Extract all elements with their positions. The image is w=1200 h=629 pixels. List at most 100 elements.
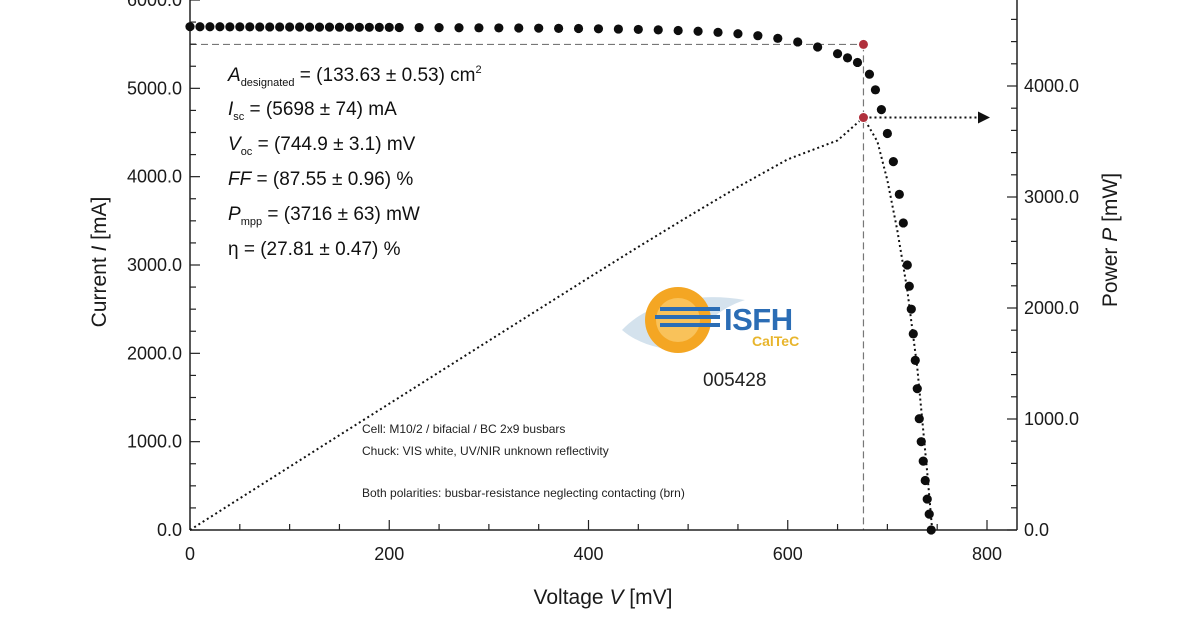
iv-point — [255, 22, 265, 32]
iv-point — [902, 260, 912, 270]
param-area-sub: designated — [240, 77, 295, 89]
iv-point — [384, 22, 394, 32]
note-polarities: Both polarities: busbar-resistance negle… — [362, 486, 685, 500]
param-area-sup: 2 — [475, 64, 482, 76]
iv-point — [882, 128, 892, 139]
iv-point — [870, 85, 881, 95]
iv-point — [265, 22, 275, 32]
param-isc-symbol: I — [228, 99, 234, 120]
iv-point — [245, 22, 255, 32]
param-area-value: = (133.63 ± 0.53) cm — [294, 65, 476, 86]
iv-point — [304, 22, 315, 32]
y-tick-label: 5000.0 — [127, 78, 182, 98]
iv-point — [474, 23, 484, 33]
param-ff: FF = (87.55 ± 0.96) % — [228, 169, 413, 191]
y-tick-label: 2000.0 — [127, 343, 182, 363]
y2-tick-label: 0.0 — [1024, 520, 1049, 540]
iv-point — [434, 23, 444, 33]
x-axis-label-prefix: Voltage — [534, 586, 610, 609]
param-voc-sub: oc — [240, 146, 253, 158]
iv-point — [876, 105, 886, 115]
iv-point — [275, 22, 285, 32]
x-tick-label: 800 — [972, 544, 1002, 564]
iv-point — [185, 22, 195, 32]
param-voc-value: = (744.9 ± 3.1) mV — [252, 134, 416, 155]
note-chuck: Chuck: VIS white, UV/NIR unknown reflect… — [362, 444, 609, 458]
iv-point — [344, 22, 354, 32]
iv-point — [916, 437, 926, 447]
iv-point — [894, 189, 904, 199]
y2-axis-label: Power P [mW] — [1099, 173, 1122, 307]
iv-point — [334, 22, 345, 32]
y-axis-label-var: I — [88, 246, 111, 252]
power-curve — [189, 115, 934, 531]
iv-point — [554, 23, 564, 33]
iv-point — [898, 218, 908, 228]
y-tick-label: 1000.0 — [127, 432, 182, 452]
iv-point — [813, 42, 823, 52]
logo-stripe-1 — [660, 307, 720, 311]
param-area: Adesignated = (133.63 ± 0.53) cm2 — [228, 64, 482, 89]
iv-point — [454, 23, 464, 33]
param-ff-value: = (87.55 ± 0.96) % — [251, 169, 414, 190]
x-tick-label: 0 — [185, 544, 195, 564]
iv-point — [285, 22, 295, 32]
x-axis-label: Voltage V [mV] — [534, 586, 673, 609]
axis-labels: Voltage V [mV] Current I [mA] Power P [m… — [88, 173, 1122, 609]
param-pmpp-sub: mpp — [240, 216, 263, 228]
iv-point — [294, 22, 305, 32]
iv-point — [793, 37, 803, 47]
param-isc: Isc = (5698 ± 74) mA — [228, 99, 397, 123]
iv-point — [324, 22, 335, 32]
series — [185, 22, 990, 535]
y2-tick-label: 1000.0 — [1024, 409, 1079, 429]
iv-point — [852, 57, 863, 68]
iv-point — [534, 23, 544, 33]
logo-name: ISFH — [724, 302, 793, 337]
iv-point — [364, 22, 374, 32]
iv-point — [374, 22, 384, 32]
iv-point — [918, 456, 928, 466]
isfh-logo-graphic — [622, 287, 745, 353]
iv-point — [633, 24, 643, 35]
iv-point — [912, 384, 922, 394]
y-tick-label: 0.0 — [157, 520, 182, 540]
logo-sun-inner — [656, 298, 700, 342]
y2-axis-label-unit: [mW] — [1099, 173, 1122, 228]
y2-tick-label: 2000.0 — [1024, 298, 1079, 318]
y2-tick-label: 4000.0 — [1024, 76, 1079, 96]
x-tick-label: 400 — [573, 544, 603, 564]
note-cell: Cell: M10/2 / bifacial / BC 2x9 busbars — [362, 422, 566, 436]
iv-point — [888, 157, 898, 167]
iv-point — [414, 22, 424, 33]
guide-lines — [190, 43, 865, 530]
y-axis-label-unit: [mA] — [88, 197, 111, 246]
mpp-current-marker — [857, 38, 869, 50]
logo-subname: CalTeC — [752, 333, 800, 349]
param-area-symbol: A — [228, 65, 241, 86]
iv-point — [914, 414, 924, 424]
param-pmpp: Pmpp = (3716 ± 63) mW — [228, 204, 420, 228]
param-efficiency: η = (27.81 ± 0.47) % — [228, 239, 401, 261]
logo-stripe-2 — [655, 315, 720, 319]
iv-point — [673, 25, 683, 36]
iv-point — [922, 494, 932, 504]
iv-point — [842, 53, 853, 63]
x-tick-label: 600 — [773, 544, 803, 564]
y-axis-label: Current I [mA] — [88, 197, 111, 328]
param-isc-value: = (5698 ± 74) mA — [244, 99, 397, 120]
certificate-number: 005428 — [703, 370, 767, 391]
iv-point — [926, 525, 936, 535]
iv-point — [908, 329, 918, 339]
x-tick-label: 200 — [374, 544, 404, 564]
pmpp-arrow-head — [978, 111, 990, 124]
mpp-power-marker — [857, 112, 869, 124]
y-tick-label: 3000.0 — [127, 255, 182, 275]
y-axis-label-prefix: Current — [88, 252, 111, 328]
param-isc-sub: sc — [233, 111, 245, 123]
iv-point — [864, 69, 875, 79]
param-efficiency-value: η = (27.81 ± 0.47) % — [228, 239, 401, 260]
param-pmpp-value: = (3716 ± 63) mW — [262, 204, 420, 225]
iv-point — [235, 22, 245, 32]
